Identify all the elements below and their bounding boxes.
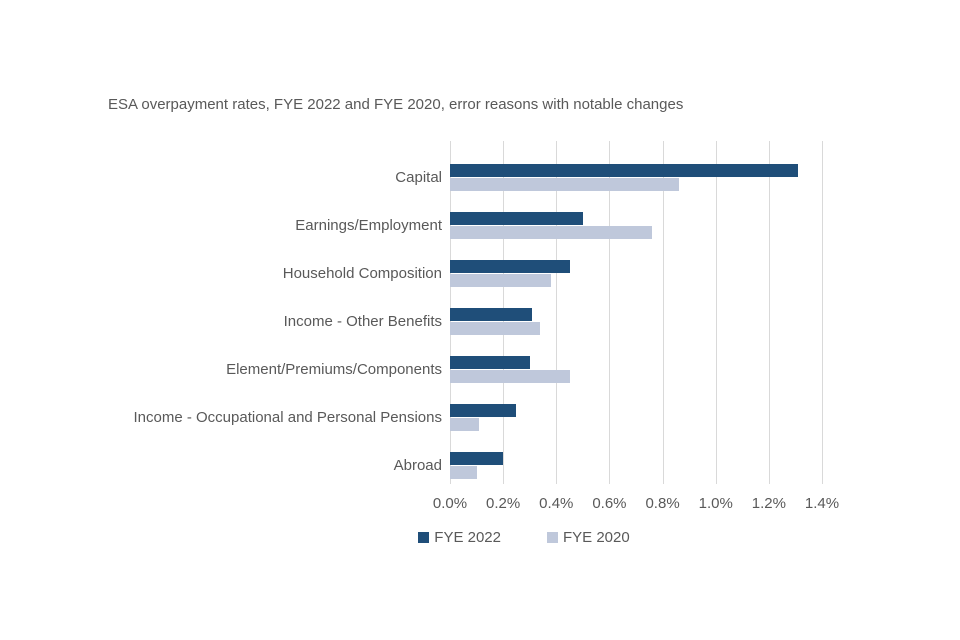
x-axis-tick-label: 0.4% <box>539 495 574 512</box>
legend-swatch-fye2020 <box>547 532 558 543</box>
gridline <box>822 141 823 484</box>
legend-swatch-fye2022 <box>418 532 430 543</box>
bar-chart: ESA overpayment rates, FYE 2022 and FYE … <box>108 96 853 546</box>
bar-fye2022 <box>450 355 530 369</box>
x-axis-tick-label: 0.6% <box>592 495 627 512</box>
bar-fye2022 <box>450 451 504 465</box>
legend-label: FYE 2022 <box>434 529 501 546</box>
x-axis-tick-label: 0.8% <box>645 495 680 512</box>
bar-fye2020 <box>450 465 477 479</box>
category-axis: Capital Earnings/Employment Household Comp… <box>108 141 450 489</box>
bar-group <box>450 297 822 345</box>
bar-fye2020 <box>450 417 480 431</box>
chart-body: Capital Earnings/Employment Household Comp… <box>108 141 853 489</box>
bar-fye2022 <box>450 307 533 321</box>
bar-rows <box>450 153 822 489</box>
bar-fye2020 <box>450 369 570 383</box>
x-axis-tick-label: 0.2% <box>486 495 521 512</box>
legend-label: FYE 2020 <box>563 529 630 546</box>
gridline <box>715 141 717 484</box>
bar-group <box>450 153 822 201</box>
gridline <box>556 141 558 484</box>
chart-title: ESA overpayment rates, FYE 2022 and FYE … <box>108 96 684 113</box>
gridline <box>609 141 611 484</box>
bar-fye2020 <box>450 273 551 287</box>
x-axis-tick-label: 1.2% <box>751 495 786 512</box>
category-label: Capital <box>395 168 442 186</box>
bar-group <box>450 345 822 393</box>
bar-group <box>450 201 822 249</box>
bar-fye2022 <box>450 403 517 417</box>
category-label: Abroad <box>393 456 442 474</box>
category-label: Income - Occupational and Personal Pensi… <box>133 408 442 426</box>
category-label: Earnings/Employment <box>295 216 442 234</box>
bar-fye2020 <box>450 225 652 239</box>
x-axis-tick-label: 1.0% <box>698 495 733 512</box>
category-label: Household Composition <box>282 264 442 282</box>
legend-item: FYE 2020 <box>547 529 630 546</box>
legend: FYE 2022 FYE 2020 <box>338 529 710 546</box>
x-axis: 0.0% 0.2% 0.4% 0.6% 0.8% 1.0% 1.2% 1.4% <box>433 495 839 513</box>
bar-fye2022 <box>450 259 570 273</box>
x-axis-tick-label: 0.0% <box>432 495 468 512</box>
bar-fye2020 <box>450 177 679 191</box>
category-label: Income - Other Benefits <box>283 312 442 330</box>
bar-fye2022 <box>450 211 583 225</box>
plot-area <box>450 141 823 484</box>
bar-fye2020 <box>450 321 541 335</box>
gridline <box>662 141 664 484</box>
bar-fye2022 <box>450 163 799 177</box>
bar-group <box>450 393 822 441</box>
x-axis-tick-label: 1.4% <box>804 495 840 512</box>
bar-group <box>450 249 822 297</box>
gridline <box>768 141 770 484</box>
bar-group <box>450 441 822 489</box>
legend-item: FYE 2022 <box>418 529 501 546</box>
category-label: Element/Premiums/Components <box>226 360 442 378</box>
